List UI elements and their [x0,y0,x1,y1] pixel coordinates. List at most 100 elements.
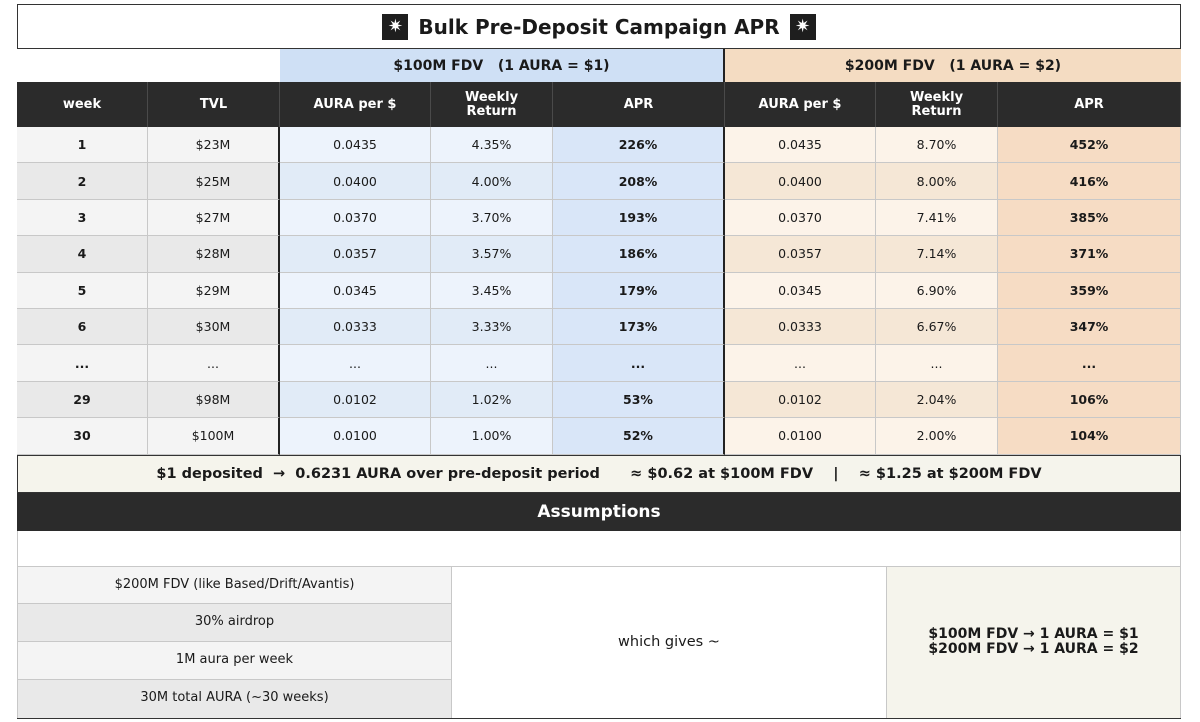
cell-a-aura-per-dollar: 0.0333 [280,308,431,346]
cell-b-weekly-return: 2.04% [876,381,998,419]
cell-tvl: $27M [148,199,280,237]
cell-b-apr: 416% [998,163,1181,200]
cell-b-weekly-return: ... [876,345,998,382]
cell-week: 5 [17,272,148,309]
cell-a-aura-per-dollar: 0.0400 [280,163,431,200]
cell-tvl: $29M [148,272,280,309]
star-icon: ✷ [382,13,409,40]
cell-week: 4 [17,236,148,273]
cell-b-weekly-return: 6.90% [876,272,998,309]
cell-a-apr: 226% [553,127,725,164]
assumption-item: $200M FDV (like Based/Drift/Avantis) [17,566,452,605]
table-row: 3 $27M 0.0370 3.70% 193% 0.0370 7.41% 385% [17,199,1181,237]
cell-a-apr: 53% [553,381,725,419]
page-title: Bulk Pre-Deposit Campaign APR [418,14,780,39]
assumption-item: 30M total AURA (~30 weeks) [17,679,452,718]
group-header-100m-fdv: $100M FDV (1 AURA = $1) [280,49,725,82]
cell-a-aura-per-dollar: ... [280,345,431,382]
results-cell: $100M FDV → 1 AURA = $1 $200M FDV → 1 AU… [887,566,1181,718]
table-row: 6 $30M 0.0333 3.33% 173% 0.0333 6.67% 347% [17,308,1181,346]
cell-b-weekly-return: 8.00% [876,163,998,200]
cell-a-aura-per-dollar: 0.0370 [280,199,431,237]
cell-a-apr: 186% [553,236,725,273]
col-header-tvl: TVL [148,82,280,127]
cell-b-aura-per-dollar: 0.0345 [725,272,876,309]
col-header-a-aura-per-dollar: AURA per $ [280,82,431,127]
cell-a-apr: 179% [553,272,725,309]
cell-week: ... [17,345,148,382]
cell-b-apr: 371% [998,236,1181,273]
col-header-b-aura-per-dollar: AURA per $ [725,82,876,127]
cell-a-apr: ... [553,345,725,382]
cell-b-aura-per-dollar: 0.0333 [725,308,876,346]
assumption-item: 30% airdrop [17,604,452,643]
cell-tvl: $100M [148,418,280,455]
cell-a-weekly-return: 1.02% [431,381,553,419]
which-gives-cell: which gives ~ [452,566,887,718]
cell-a-apr: 193% [553,199,725,237]
assumption-item: 1M aura per week [17,642,452,680]
cell-b-weekly-return: 8.70% [876,127,998,164]
cell-week: 29 [17,381,148,419]
group-header-200m-fdv: $200M FDV (1 AURA = $2) [725,49,1181,82]
assumptions-header: Assumptions [17,492,1181,531]
cell-a-apr: 52% [553,418,725,455]
cell-b-weekly-return: 6.67% [876,308,998,346]
group-blank-cell [17,49,280,82]
col-header-a-apr: APR [553,82,725,127]
cell-week: 3 [17,199,148,237]
cell-tvl: $28M [148,236,280,273]
cell-b-aura-per-dollar: 0.0102 [725,381,876,419]
cell-a-aura-per-dollar: 0.0357 [280,236,431,273]
table-row: 29 $98M 0.0102 1.02% 53% 0.0102 2.04% 106% [17,381,1181,419]
col-header-b-apr: APR [998,82,1181,127]
cell-a-apr: 208% [553,163,725,200]
cell-a-weekly-return: 3.57% [431,236,553,273]
table-body: 1 $23M 0.0435 4.35% 226% 0.0435 8.70% 452% 2 $25M… [17,127,1181,455]
summary-row: $1 deposited → 0.6231 AURA over pre-depo… [17,454,1181,493]
cell-tvl: $25M [148,163,280,200]
cell-b-apr: 106% [998,381,1181,419]
cell-b-aura-per-dollar: 0.0357 [725,236,876,273]
cell-tvl: $30M [148,308,280,346]
cell-tvl: $98M [148,381,280,419]
cell-b-aura-per-dollar: 0.0400 [725,163,876,200]
cell-a-weekly-return: 4.00% [431,163,553,200]
cell-a-weekly-return: 3.70% [431,199,553,237]
cell-a-weekly-return: 4.35% [431,127,553,164]
col-header-a-weekly-return: Weekly Return [431,82,553,127]
cell-b-aura-per-dollar: ... [725,345,876,382]
col-header-week: week [17,82,148,127]
cell-a-weekly-return: 3.45% [431,272,553,309]
table-row: 5 $29M 0.0345 3.45% 179% 0.0345 6.90% 359% [17,272,1181,309]
cell-week: 6 [17,308,148,346]
table-row: 4 $28M 0.0357 3.57% 186% 0.0357 7.14% 371% [17,236,1181,273]
assumptions-table: $200M FDV (like Based/Drift/Avantis) 30%… [17,566,1181,719]
cell-week: 1 [17,127,148,164]
assumptions-list: $200M FDV (like Based/Drift/Avantis) 30%… [17,566,452,718]
cell-tvl: ... [148,345,280,382]
column-header-row: week TVL AURA per $ Weekly Return APR AU… [17,82,1181,127]
cell-b-apr: 104% [998,418,1181,455]
col-header-b-weekly-return: Weekly Return [876,82,998,127]
cell-week: 2 [17,163,148,200]
cell-b-aura-per-dollar: 0.0100 [725,418,876,455]
cell-b-weekly-return: 2.00% [876,418,998,455]
star-icon: ✷ [789,13,816,40]
cell-tvl: $23M [148,127,280,164]
cell-a-aura-per-dollar: 0.0100 [280,418,431,455]
cell-b-apr: 347% [998,308,1181,346]
result-line: $200M FDV → 1 AURA = $2 [928,641,1139,658]
fdv-group-header-row: $100M FDV (1 AURA = $1) $200M FDV (1 AUR… [17,49,1181,82]
result-line: $100M FDV → 1 AURA = $1 [928,626,1139,643]
cell-b-weekly-return: 7.41% [876,199,998,237]
cell-a-weekly-return: 1.00% [431,418,553,455]
cell-a-aura-per-dollar: 0.0345 [280,272,431,309]
cell-a-apr: 173% [553,308,725,346]
table-row: 2 $25M 0.0400 4.00% 208% 0.0400 8.00% 416% [17,163,1181,200]
table-row: 1 $23M 0.0435 4.35% 226% 0.0435 8.70% 452% [17,127,1181,164]
cell-b-aura-per-dollar: 0.0370 [725,199,876,237]
title-bar: ✷ Bulk Pre-Deposit Campaign APR ✷ [17,4,1181,49]
cell-b-apr: ... [998,345,1181,382]
cell-a-aura-per-dollar: 0.0102 [280,381,431,419]
